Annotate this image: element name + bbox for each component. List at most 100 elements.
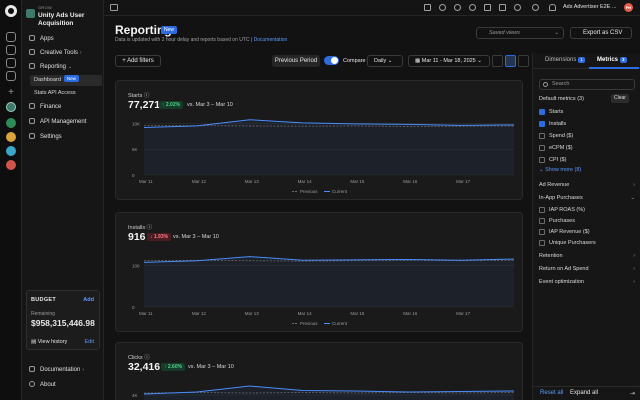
clear-button[interactable]: Clear: [611, 94, 629, 103]
add-filters-button[interactable]: + Add filters: [115, 55, 161, 67]
icon-rail: +: [0, 0, 22, 400]
gear-icon[interactable]: [6, 71, 16, 81]
checkbox[interactable]: [539, 133, 545, 139]
sidebar-item-finance[interactable]: Finance: [26, 102, 102, 113]
x-tick-label: Mar 12: [192, 311, 207, 316]
group-ad-revenue[interactable]: Ad Revenue ›: [539, 182, 635, 188]
granularity-select[interactable]: Daily ⌄: [367, 55, 403, 67]
grid-icon[interactable]: [6, 58, 16, 68]
export-csv-button[interactable]: Export as CSV: [570, 27, 632, 39]
help-icon[interactable]: [454, 4, 461, 11]
x-tick-label: Mar 16: [403, 311, 418, 316]
view-history-link[interactable]: ▤ View history: [31, 339, 68, 345]
group-retention[interactable]: Retention ›: [539, 253, 635, 259]
reporting-icon: [29, 63, 35, 69]
previous-period-select[interactable]: Previous Period: [272, 55, 320, 67]
checkbox[interactable]: [539, 207, 545, 213]
info-icon[interactable]: ⓘ: [144, 355, 150, 361]
home-icon[interactable]: [6, 32, 16, 42]
collapse-panel-icon[interactable]: ⇥: [629, 391, 635, 397]
globe-icon[interactable]: [6, 45, 16, 55]
budget-add-link[interactable]: Add: [83, 297, 94, 303]
metric-option-unique-purchasers[interactable]: Unique Purchasers: [539, 238, 635, 248]
mail-icon[interactable]: [424, 4, 431, 11]
bar-chart-view-icon[interactable]: [518, 55, 529, 67]
chevron-right-icon: ›: [633, 253, 635, 259]
metric-option-iap-roas[interactable]: IAP ROAS (%): [539, 205, 635, 215]
metric-value: 916: [128, 231, 146, 243]
tab-metrics[interactable]: Metrics 3: [597, 57, 627, 63]
creative-tools-icon: [29, 49, 35, 55]
metric-option-cpi[interactable]: CPI ($): [539, 155, 635, 165]
metric-option-installs[interactable]: Installs: [539, 119, 635, 129]
toggle-sidebar-icon[interactable]: [110, 4, 118, 11]
show-more-link[interactable]: ⌄ Show more (8): [539, 167, 582, 173]
saved-views-select[interactable]: Saved views ⌄: [476, 27, 564, 39]
metric-name: Starts ⓘ: [128, 93, 150, 99]
checkbox[interactable]: [539, 229, 545, 235]
page-new-badge: New: [161, 26, 178, 34]
group-in-app-purchases[interactable]: In-App Purchases ⌄: [539, 195, 635, 201]
bell-icon[interactable]: [549, 4, 556, 11]
line-chart-view-icon[interactable]: [505, 55, 516, 67]
info-icon[interactable]: ⓘ: [143, 93, 150, 99]
checkbox[interactable]: [539, 121, 545, 127]
sidebar-item-apps[interactable]: Apps: [26, 34, 102, 45]
metric-option-purchases[interactable]: Purchases: [539, 216, 635, 226]
checkbox[interactable]: [539, 157, 545, 163]
sidebar-item-documentation[interactable]: Documentation ›: [26, 365, 102, 376]
sidebar-subitem-dashboard[interactable]: Dashboard New: [30, 75, 102, 86]
current-series-line: [143, 385, 515, 395]
plus-icon[interactable]: +: [8, 87, 14, 98]
checkbox[interactable]: [539, 145, 545, 151]
sidebar-item-about[interactable]: About: [26, 380, 102, 391]
user-avatar[interactable]: PH: [624, 3, 633, 12]
unity-logo-icon[interactable]: [5, 5, 17, 17]
sidebar-item-api-management[interactable]: API Management: [26, 117, 102, 128]
budget-amount: $958,315,446.98: [31, 318, 95, 328]
metric-option-spend[interactable]: Spend ($): [539, 131, 635, 141]
org-name: Unity Ads User Acquisition: [38, 12, 85, 27]
table-view-icon[interactable]: [492, 55, 503, 67]
sidebar-subitem-stats-api[interactable]: Stats API Access: [34, 90, 76, 96]
budget-edit-link[interactable]: Edit: [84, 339, 94, 345]
previous-series-line: [143, 392, 515, 394]
org-grow-icon[interactable]: [6, 102, 16, 112]
sidebar-item-settings[interactable]: Settings: [26, 132, 102, 143]
compare-toggle[interactable]: [324, 56, 339, 65]
expand-all-button[interactable]: Expand all: [570, 390, 599, 396]
info-icon[interactable]: [532, 4, 539, 11]
x-tick-label: Mar 11: [139, 311, 153, 316]
checkbox[interactable]: [539, 240, 545, 246]
date-range-picker[interactable]: ▦ Mar 11 - Mar 18, 2025 ⌄: [408, 55, 490, 67]
account-name[interactable]: Ads Advertiser E2E ...: [563, 4, 617, 10]
history-icon[interactable]: [469, 4, 476, 11]
moon-icon[interactable]: [514, 4, 521, 11]
group-event-optimization[interactable]: Event optimization ›: [539, 279, 635, 285]
metric-option-ecpm[interactable]: eCPM ($): [539, 143, 635, 153]
emoji-icon[interactable]: [439, 4, 446, 11]
reset-all-button[interactable]: Reset all: [540, 390, 564, 396]
clipboard-icon[interactable]: [484, 4, 491, 11]
documentation-link[interactable]: Documentation: [253, 37, 288, 43]
checkbox[interactable]: [539, 218, 545, 224]
info-icon[interactable]: ⓘ: [146, 225, 153, 231]
sidebar-item-creative-tools[interactable]: Creative Tools ›: [26, 48, 102, 59]
checkbox[interactable]: [539, 109, 545, 115]
installs-line-chart: 100 0 Mar 11 Mar 12 Mar 13 Mar 14 Mar 15 Mar 16…: [132, 256, 515, 326]
metrics-search-input[interactable]: Search: [539, 79, 635, 90]
grid-menu-icon[interactable]: [499, 4, 506, 11]
metric-option-iap-revenue[interactable]: IAP Revenue ($): [539, 227, 635, 237]
metric-option-starts[interactable]: Starts: [539, 107, 635, 117]
chart-card-clicks: Clicks ⓘ 32,416 ↑ 2.60% vs. Mar 3 – Mar …: [115, 342, 523, 400]
org-blue-icon[interactable]: [6, 146, 16, 156]
metric-compare-range: vs. Mar 3 – Mar 10: [173, 234, 219, 240]
org-orange-icon[interactable]: [6, 132, 16, 142]
group-return-on-ad-spend[interactable]: Return on Ad Spend ›: [539, 266, 635, 272]
org-green-icon[interactable]: [6, 118, 16, 128]
current-series-line: [143, 119, 515, 128]
legend-current-label: Current: [332, 189, 348, 194]
sidebar-item-reporting[interactable]: Reporting ⌄: [26, 62, 102, 73]
org-red-icon[interactable]: [6, 160, 16, 170]
tab-dimensions[interactable]: Dimensions 1: [545, 57, 585, 63]
